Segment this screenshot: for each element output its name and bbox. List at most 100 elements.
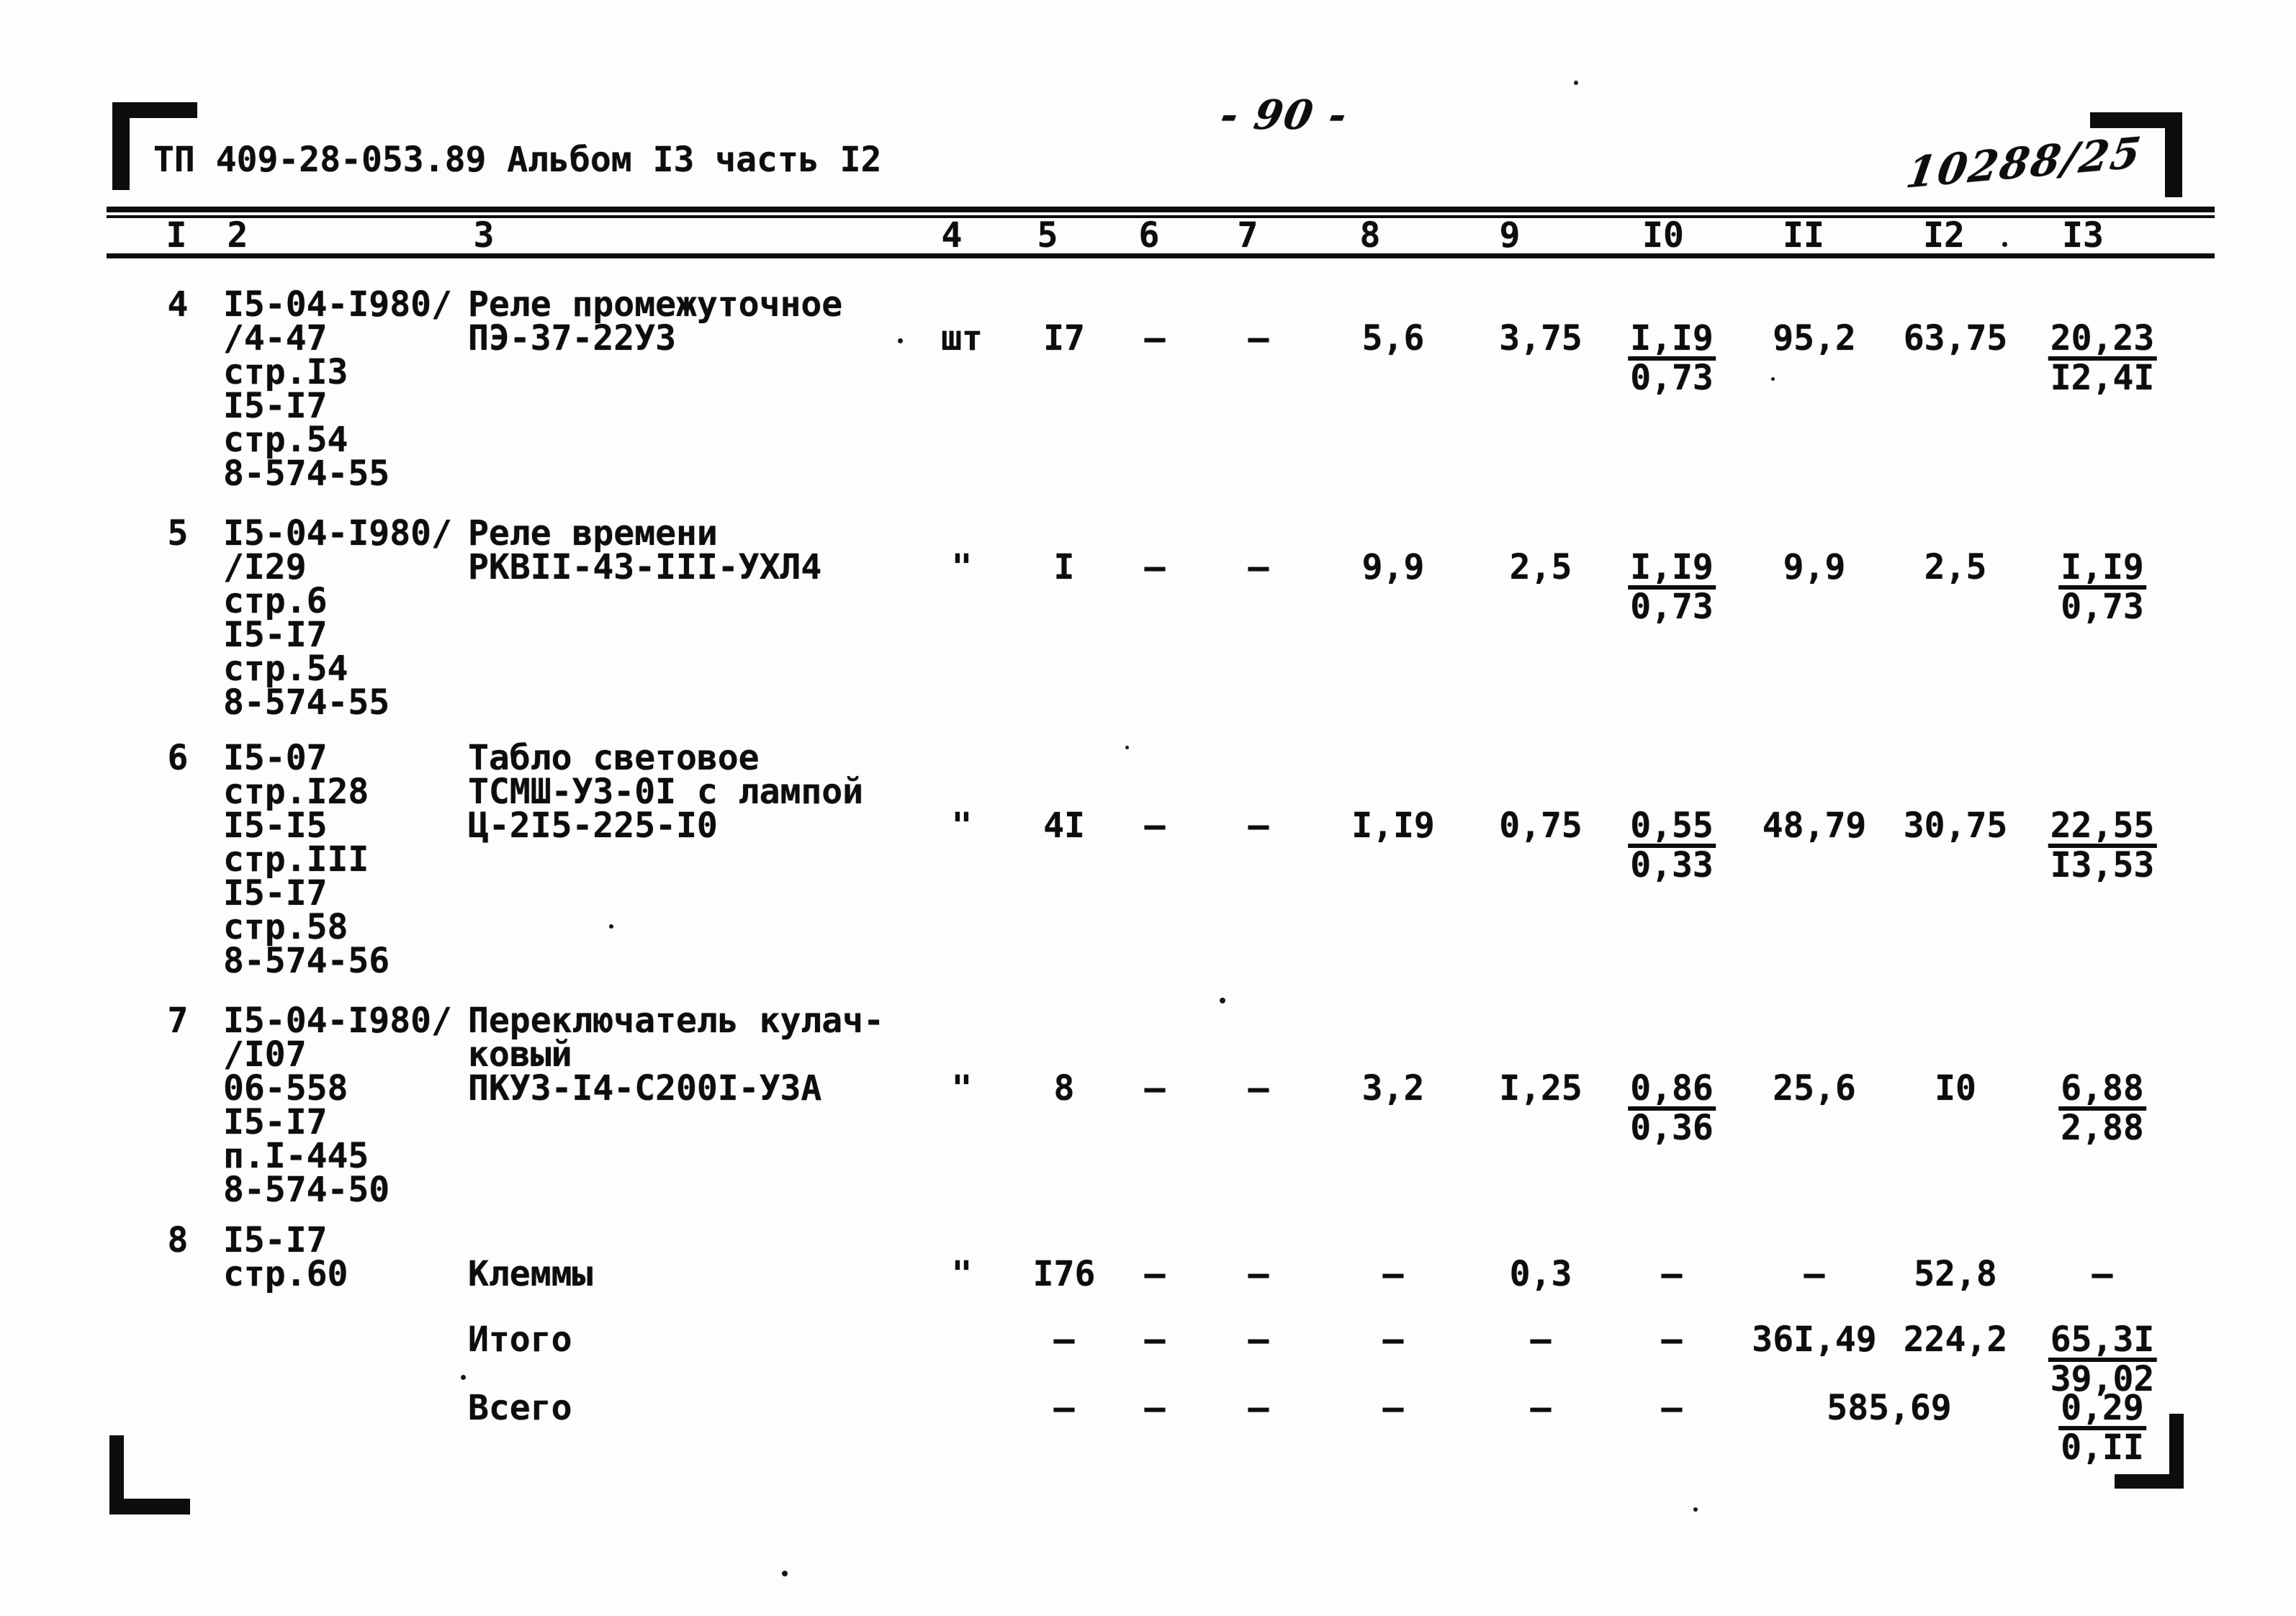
row-7-ref-line-2: /I07 <box>223 1034 307 1075</box>
cell-r7-c4: " <box>951 1068 973 1109</box>
cell-r6-c11: 48,79 <box>1762 805 1867 846</box>
scan-speck-5 <box>609 924 613 929</box>
cell-r7-c7: – <box>1248 1068 1269 1109</box>
row-5-name-line-1: Реле времени <box>468 513 718 554</box>
column-header-9: 9 <box>1499 215 1521 256</box>
cell-r5-c6: – <box>1144 547 1166 587</box>
cell-r4-c10-denominator: 0,73 <box>1630 358 1714 398</box>
cell-r4-c8: 5,6 <box>1361 318 1425 358</box>
row-6-ref-line-5: I5-I7 <box>223 873 328 913</box>
cell-r5-c9: 2,5 <box>1509 547 1572 587</box>
row-8-ref-line-1: I5-I7 <box>223 1220 328 1260</box>
cell-r4-c11: 95,2 <box>1773 318 1856 358</box>
row-6-number: 6 <box>167 738 189 778</box>
cell-itogo-c8: – <box>1382 1319 1404 1360</box>
cell-r5-c8: 9,9 <box>1361 547 1425 587</box>
column-header-2: 2 <box>227 215 248 256</box>
row-4-name-line-1: Реле промежуточное <box>468 284 843 325</box>
cell-r4-c13-denominator: I2,4I <box>2050 358 2155 398</box>
column-header-12: I2 <box>1923 215 1965 256</box>
cell-r7-c13-denominator: 2,88 <box>2061 1108 2144 1148</box>
cell-itogo-c13-denominator: 39,02 <box>2050 1359 2155 1399</box>
row-6-ref-line-6: стр.58 <box>223 907 348 947</box>
cell-r4-c5: I7 <box>1043 318 1085 358</box>
cell-r8-c4: " <box>951 1254 973 1294</box>
cell-r4-c10: I,I9 0,73 <box>1628 321 1716 398</box>
row-4-ref-line-6: 8-574-55 <box>223 453 390 494</box>
cell-r8-c8: – <box>1382 1254 1404 1294</box>
cell-r6-c10: 0,55 0,33 <box>1628 808 1716 883</box>
row-6-name-line-3: Ц-2I5-225-I0 <box>468 805 718 846</box>
cell-r5-c10-denominator: 0,73 <box>1630 587 1714 627</box>
cell-r5-c10-numerator: I,I9 <box>1628 550 1716 590</box>
cell-r4-c6: – <box>1144 318 1166 358</box>
row-8-name-line-2: Клеммы <box>468 1254 593 1294</box>
scan-speck-6 <box>461 1375 466 1380</box>
cell-r5-c5: I <box>1053 547 1075 587</box>
cell-r6-c6: – <box>1144 805 1166 846</box>
cell-r6-c8: I,I9 <box>1351 805 1435 846</box>
total-label-itogo: Итого <box>468 1319 572 1360</box>
row-6-ref-line-3: I5-I5 <box>223 805 328 846</box>
cell-r8-c6: – <box>1144 1254 1166 1294</box>
table-top-rule <box>107 207 2215 212</box>
cell-vsego-c10: – <box>1661 1388 1683 1428</box>
cell-r4-c7: – <box>1248 318 1269 358</box>
cell-r6-c10-numerator: 0,55 <box>1628 808 1716 848</box>
cell-vsego-c9: – <box>1530 1388 1552 1428</box>
row-4-ref-line-2: /4-47 <box>223 318 328 358</box>
cell-itogo-c7: – <box>1248 1319 1269 1360</box>
cell-vsego-c8: – <box>1382 1388 1404 1428</box>
row-5-ref-line-5: стр.54 <box>223 649 348 689</box>
column-header-11: II <box>1783 215 1824 256</box>
row-6-ref-line-2: стр.I28 <box>223 772 369 812</box>
cell-r7-c12: I0 <box>1935 1068 1976 1109</box>
column-header-6: 6 <box>1138 215 1160 256</box>
cell-r5-c13-numerator: I,I9 <box>2058 550 2146 590</box>
column-header-4: 4 <box>941 215 963 256</box>
cell-r6-c9: 0,75 <box>1499 805 1583 846</box>
scan-speck-8 <box>1693 1507 1698 1512</box>
cell-r8-c11: – <box>1804 1254 1825 1294</box>
row-4-ref-line-4: I5-I7 <box>223 386 328 426</box>
cell-r6-c4: " <box>951 805 973 846</box>
cell-r5-c11: 9,9 <box>1783 547 1846 587</box>
column-header-5: 5 <box>1037 215 1058 256</box>
row-4-name-line-2: ПЭ-37-22У3 <box>468 318 676 358</box>
row-7-ref-line-3: 06-558 <box>223 1068 348 1109</box>
column-header-10: I0 <box>1642 215 1684 256</box>
row-7-name-line-3: ПКУ3-I4-С200I-У3А <box>468 1068 822 1109</box>
cell-r5-c13: I,I9 0,73 <box>2058 550 2146 624</box>
row-5-ref-line-4: I5-I7 <box>223 615 328 655</box>
cell-r6-c13-denominator: I3,53 <box>2050 845 2155 885</box>
column-header-1: I <box>166 215 187 256</box>
page-number: - 90 - <box>1217 91 1352 139</box>
cell-itogo-c9: – <box>1530 1319 1552 1360</box>
row-5-number: 5 <box>167 513 189 554</box>
row-7-ref-line-5: п.I-445 <box>223 1136 369 1176</box>
cell-itogo-c11: 36I,49 <box>1752 1319 1877 1360</box>
cell-r7-c10-numerator: 0,86 <box>1628 1071 1716 1111</box>
cell-r5-c4: " <box>951 547 973 587</box>
cell-r4-c13: 20,23 I2,4I <box>2048 321 2157 398</box>
cell-r6-c7: – <box>1248 805 1269 846</box>
cell-r4-c12: 63,75 <box>1903 318 2008 358</box>
cell-vsego-c13-numerator: 0,29 <box>2058 1391 2146 1430</box>
cell-r4-c13-numerator: 20,23 <box>2048 321 2157 361</box>
cell-itogo-c5: – <box>1053 1319 1075 1360</box>
cell-r8-c12: 52,8 <box>1914 1254 1997 1294</box>
cell-vsego-c13-denominator: 0,II <box>2061 1427 2144 1468</box>
cell-r8-c5: I76 <box>1032 1254 1096 1294</box>
cell-r6-c13-numerator: 22,55 <box>2048 808 2157 848</box>
row-5-ref-line-2: /I29 <box>223 547 307 587</box>
cell-vsego-c6: – <box>1144 1388 1166 1428</box>
scan-speck-10 <box>1125 746 1129 749</box>
doc-code: ТП 409-28-053.89 Альбом I3 часть I2 <box>153 140 882 180</box>
row-7-ref-line-6: 8-574-50 <box>223 1170 390 1210</box>
cell-r7-c8: 3,2 <box>1361 1068 1425 1109</box>
scan-speck-2 <box>1574 81 1578 85</box>
scan-speck-9 <box>1771 377 1775 381</box>
scan-speck-7 <box>782 1571 788 1576</box>
table-header-bottom-rule <box>107 253 2215 258</box>
row-5-name-line-2: РКВII-43-III-УХЛ4 <box>468 547 822 587</box>
